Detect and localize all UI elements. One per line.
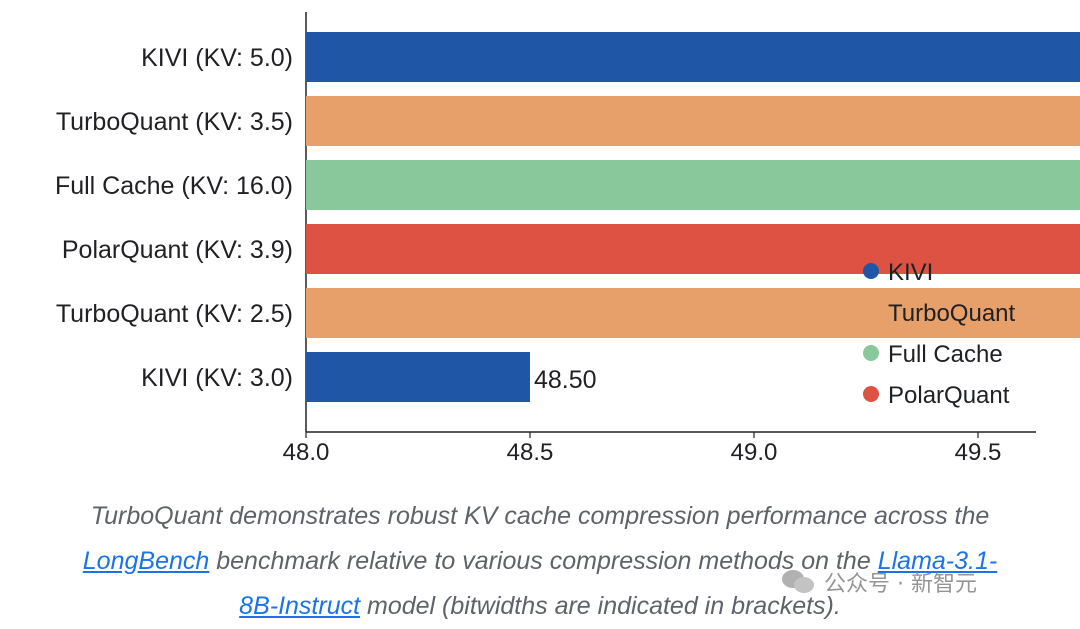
figure-caption: TurboQuant demonstrates robust KV cache … [20, 494, 1060, 629]
category-label-6: KIVI (KV: 3.0) [141, 364, 293, 392]
category-label-2: TurboQuant (KV: 3.5) [56, 108, 293, 136]
bar-1 [306, 32, 1080, 82]
legend-label-1: KIVI [888, 259, 933, 286]
watermark-text: 公众号 · 新智元 [824, 572, 977, 597]
caption-text-2: benchmark relative to various compressio… [216, 547, 871, 575]
x-tick-label-3: 49.0 [731, 439, 778, 466]
bar-5 [306, 288, 1080, 338]
category-label-4: PolarQuant (KV: 3.9) [62, 236, 293, 264]
x-tick-label-1: 48.0 [283, 439, 330, 466]
legend-marker-3 [863, 345, 879, 361]
bar-2 [306, 96, 1080, 146]
legend-label-2: TurboQuant [888, 300, 1016, 327]
bar-4 [306, 224, 1080, 274]
llama-link-part1[interactable]: Llama-3.1- [877, 547, 998, 575]
legend-marker-1 [863, 263, 879, 279]
category-label-5: TurboQuant (KV: 2.5) [56, 300, 293, 328]
legend-marker-2 [863, 304, 879, 320]
x-tick-label-4: 49.5 [955, 439, 1002, 466]
bar-chart: KIVI (KV: 5.0)50.16TurboQuant (KV: 3.5)5… [55, 12, 1080, 466]
x-tick-label-2: 48.5 [507, 439, 554, 466]
bar-6 [306, 352, 530, 402]
caption-text-3: model (bitwidths are indicated in bracke… [367, 592, 841, 620]
watermark: 公众号 · 新智元 [782, 566, 977, 598]
legend-label-3: Full Cache [888, 341, 1003, 368]
legend-label-4: PolarQuant [888, 382, 1010, 409]
caption-text-1: TurboQuant demonstrates robust KV cache … [90, 502, 990, 530]
longbench-link[interactable]: LongBench [82, 547, 210, 575]
bar-3 [306, 160, 1080, 210]
wechat-icon [782, 568, 816, 596]
value-label-6: 48.50 [534, 366, 597, 394]
category-label-3: Full Cache (KV: 16.0) [55, 172, 293, 200]
llama-link-part2[interactable]: 8B-Instruct [239, 592, 361, 620]
legend-marker-4 [863, 386, 879, 402]
category-label-1: KIVI (KV: 5.0) [141, 44, 293, 72]
